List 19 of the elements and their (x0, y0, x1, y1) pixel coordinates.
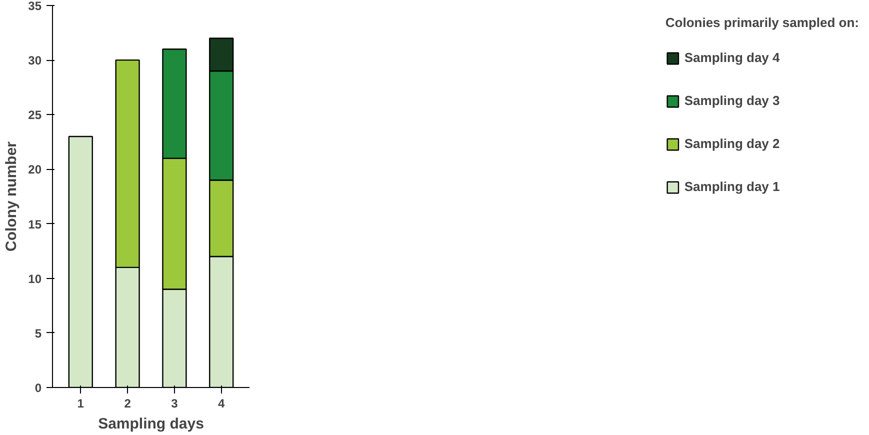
x-axis-title: Sampling days (98, 416, 204, 432)
x-tick-label: 3 (171, 396, 178, 410)
y-tick-label: 5 (34, 326, 42, 340)
y-tick-label: 25 (28, 108, 42, 122)
legend-label: Sampling day 2 (684, 136, 780, 151)
y-tick-label: 20 (28, 162, 42, 177)
y-tick-label: 35 (28, 0, 42, 13)
x-tick-label: 1 (77, 396, 84, 410)
x-tick-label: 4 (218, 396, 226, 410)
x-tick-label: 2 (124, 396, 132, 410)
legend-label: Sampling day 1 (684, 179, 780, 194)
y-axis-title: Colony number (3, 141, 20, 252)
legend-label: Sampling day 3 (684, 93, 780, 108)
legend-title: Colonies primarily sampled on: (665, 15, 859, 30)
legend-label: Sampling day 4 (684, 50, 780, 65)
y-tick-label: 30 (28, 54, 42, 68)
y-tick-label: 15 (28, 217, 42, 232)
y-tick-label: 10 (28, 272, 42, 286)
y-tick-label: 0 (34, 381, 42, 395)
